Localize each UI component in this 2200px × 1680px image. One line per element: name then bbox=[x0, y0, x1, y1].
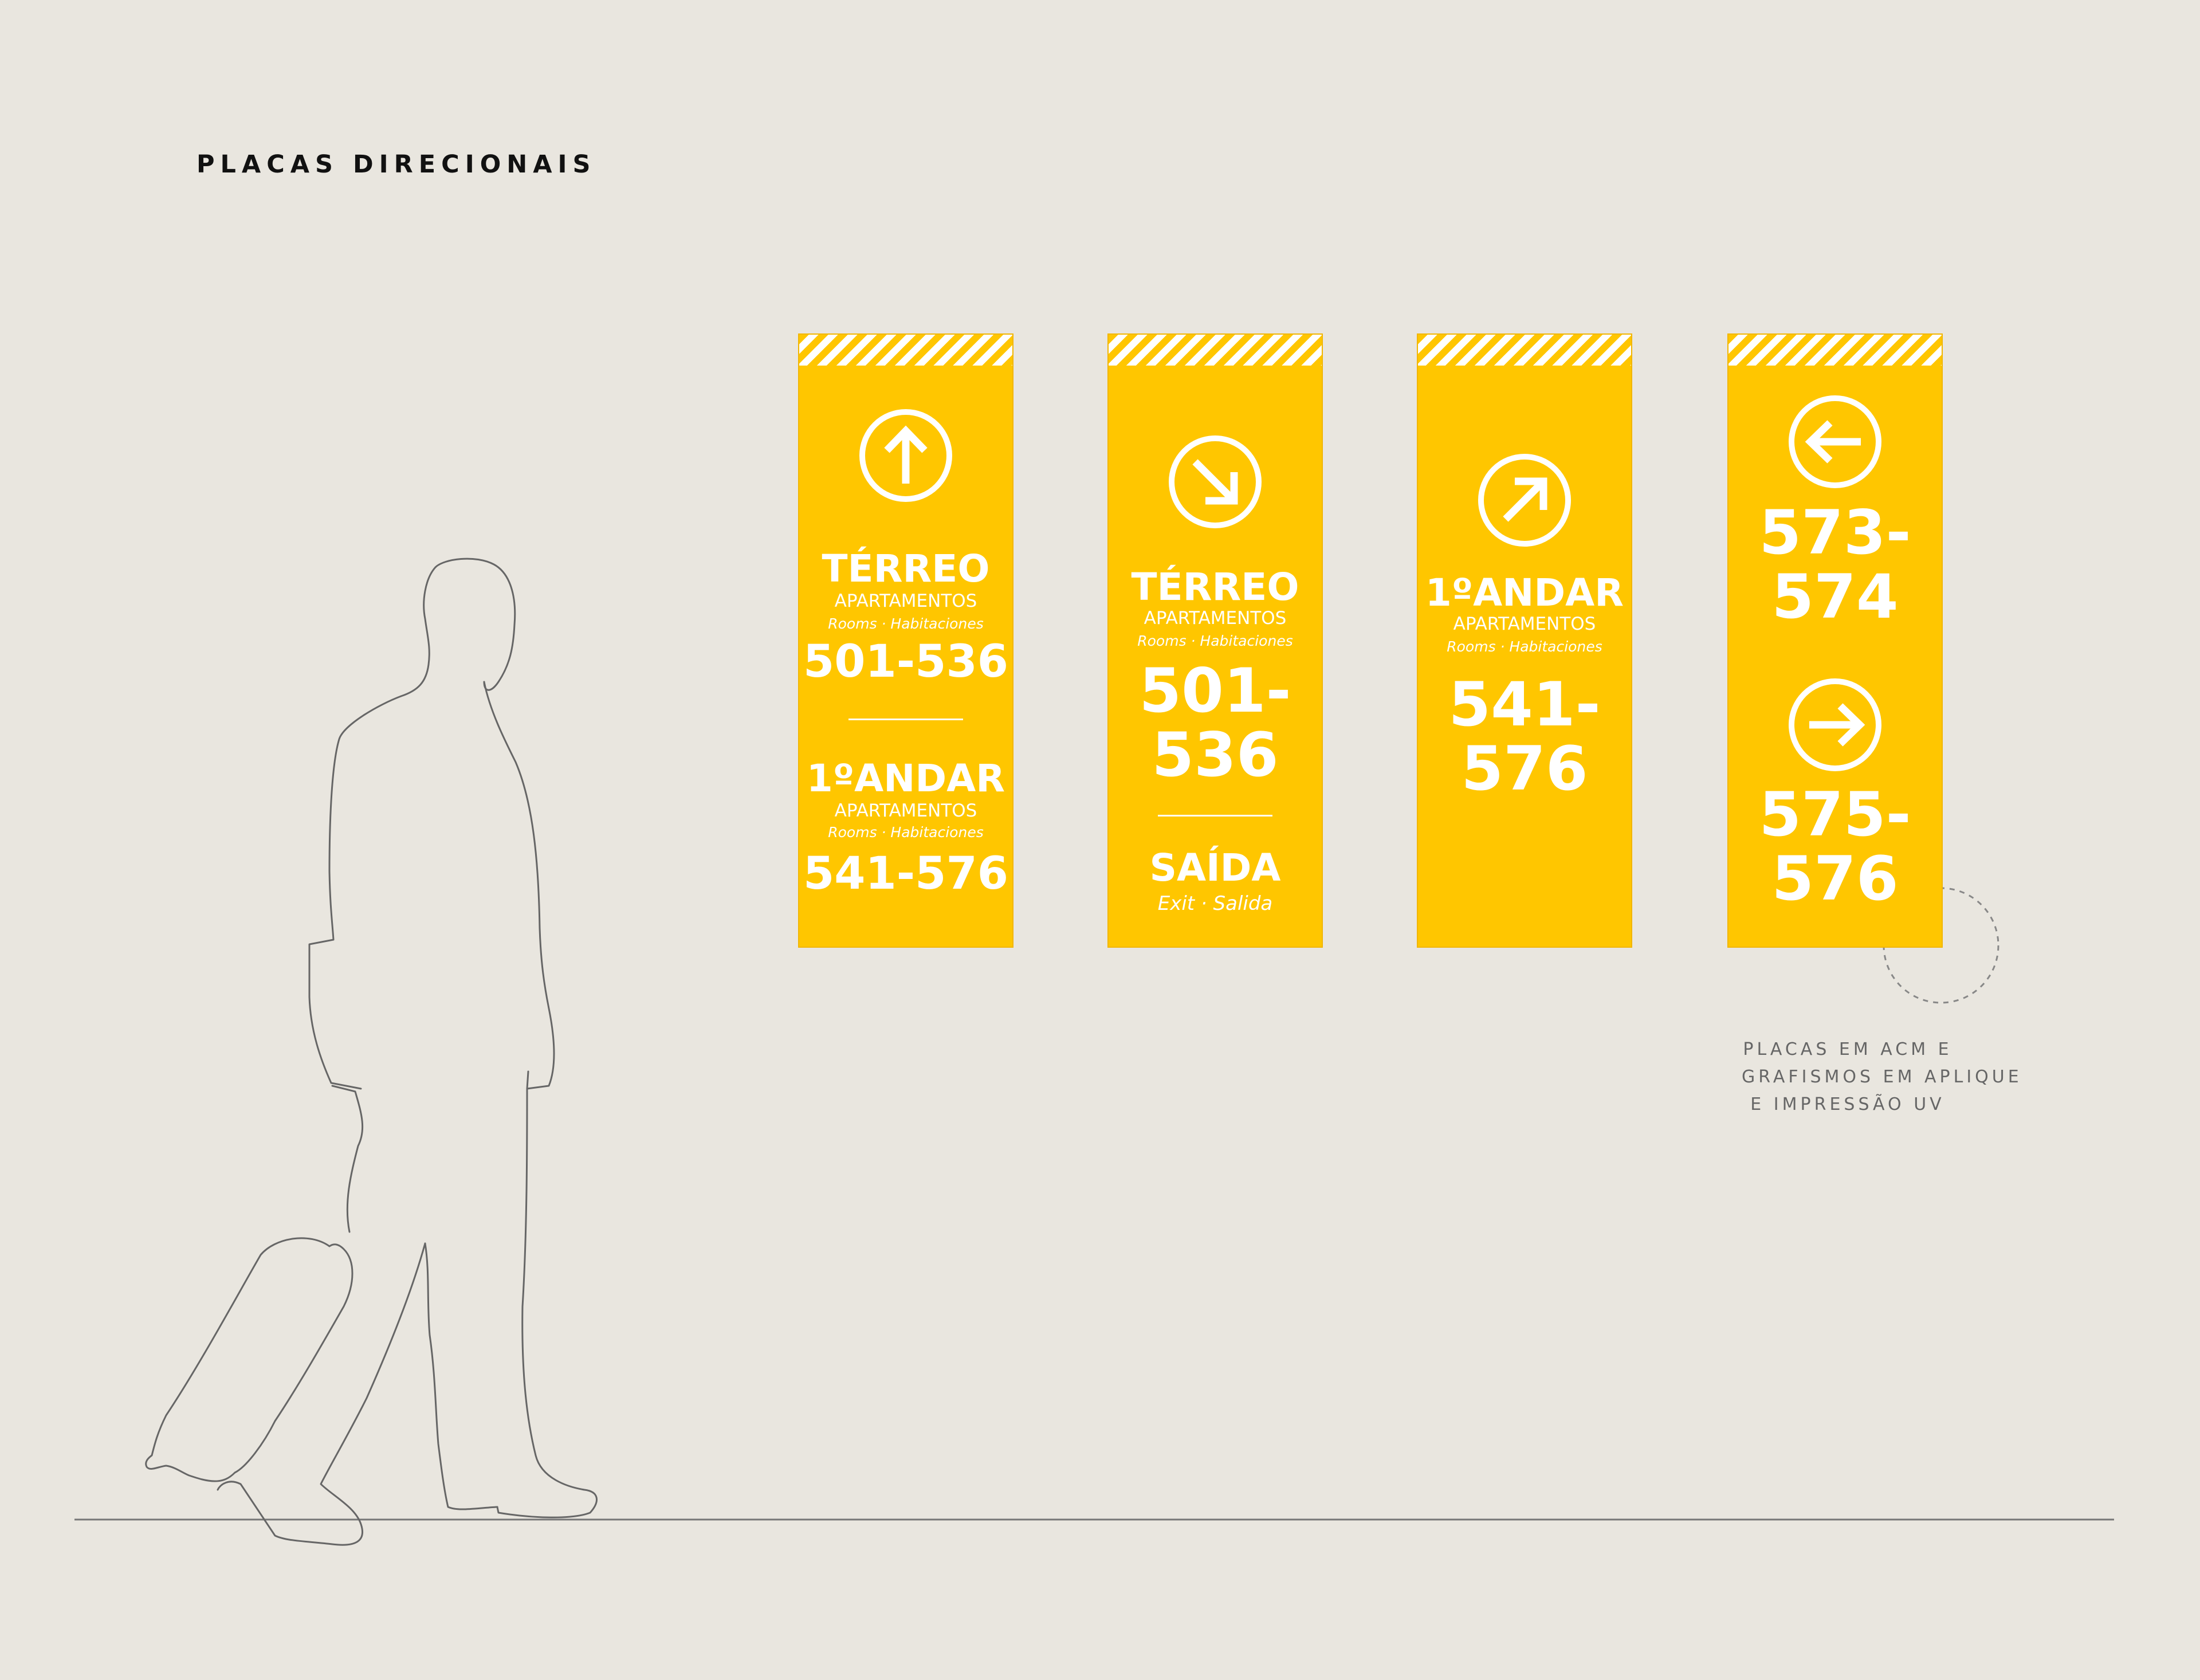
hazard-stripes bbox=[1418, 335, 1631, 366]
hazard-stripes bbox=[1109, 335, 1322, 366]
material-note: PLACAS EM ACM E GRAFISMOS EM APLIQUE E I… bbox=[1742, 1036, 2022, 1118]
floor-label: TÉRREO bbox=[1131, 565, 1299, 609]
room-range: 575- 576 bbox=[1728, 779, 1942, 914]
directional-sign-1: TÉRREO APARTAMENTOS Rooms · Habitaciones… bbox=[798, 333, 1013, 948]
category-label: APARTAMENTOS bbox=[1453, 614, 1596, 634]
room-range-line: 575- bbox=[1759, 779, 1911, 850]
hazard-stripes bbox=[799, 335, 1012, 366]
room-range: 541-576 bbox=[803, 848, 1008, 900]
arrow-down-right-icon bbox=[1169, 435, 1262, 528]
note-line: E IMPRESSÃO UV bbox=[1750, 1094, 1945, 1114]
room-range-line: 536 bbox=[1152, 720, 1279, 791]
room-range: 501-536 bbox=[803, 636, 1008, 688]
translation-label: Rooms · Habitaciones bbox=[1447, 638, 1602, 655]
directional-sign-3: 1ºANDAR APARTAMENTOS Rooms · Habitacione… bbox=[1417, 333, 1632, 948]
directional-sign-4: 573- 574 575- 576 bbox=[1727, 333, 1943, 948]
room-range-line: 574 bbox=[1771, 562, 1899, 633]
hazard-stripes bbox=[1728, 335, 1942, 366]
arrow-right-icon bbox=[1789, 678, 1881, 771]
category-label: APARTAMENTOS bbox=[834, 800, 977, 821]
category-label: APARTAMENTOS bbox=[1144, 608, 1287, 629]
divider bbox=[1158, 815, 1272, 817]
page-title: PLACAS DIRECIONAIS bbox=[197, 150, 596, 179]
category-label: APARTAMENTOS bbox=[834, 591, 977, 611]
room-range-line: 573- bbox=[1759, 497, 1911, 568]
exit-translation: Exit · Salida bbox=[1157, 892, 1273, 915]
directional-sign-2: TÉRREO APARTAMENTOS Rooms · Habitaciones… bbox=[1107, 333, 1323, 948]
note-line: GRAFISMOS EM APLIQUE bbox=[1742, 1067, 2022, 1087]
arrow-left-icon bbox=[1789, 395, 1881, 488]
room-range-line: 501- bbox=[1139, 655, 1291, 726]
room-range-line: 576 bbox=[1461, 733, 1588, 804]
floor-label: 1ºANDAR bbox=[1425, 571, 1624, 615]
note-line: PLACAS EM ACM E bbox=[1743, 1039, 1952, 1059]
room-range: 573- 574 bbox=[1728, 497, 1942, 633]
room-range: 541- 576 bbox=[1418, 669, 1631, 804]
floor-label: 1ºANDAR bbox=[806, 756, 1005, 800]
translation-label: Rooms · Habitaciones bbox=[1137, 633, 1293, 649]
exit-label: SAÍDA bbox=[1149, 846, 1281, 890]
room-range-line: 576 bbox=[1771, 843, 1899, 914]
arrow-up-right-icon bbox=[1478, 454, 1571, 547]
divider bbox=[848, 719, 963, 720]
room-range-line: 541- bbox=[1448, 669, 1601, 740]
arrow-up-icon bbox=[859, 409, 952, 502]
traveler-with-suitcase-icon bbox=[145, 558, 598, 1546]
floor-label: TÉRREO bbox=[822, 547, 990, 591]
translation-label: Rooms · Habitaciones bbox=[828, 615, 984, 632]
room-range: 501- 536 bbox=[1109, 655, 1322, 791]
translation-label: Rooms · Habitaciones bbox=[828, 824, 984, 841]
